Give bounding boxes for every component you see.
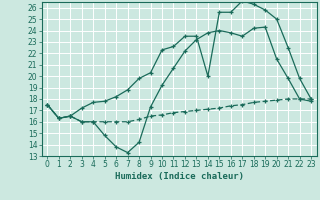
- X-axis label: Humidex (Indice chaleur): Humidex (Indice chaleur): [115, 172, 244, 181]
